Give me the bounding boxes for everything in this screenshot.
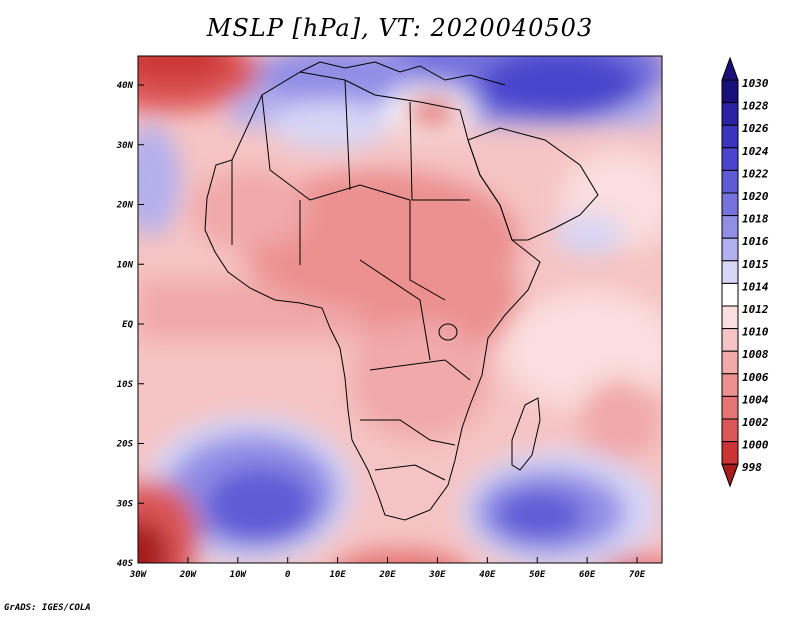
colorbar-arrow-bottom xyxy=(721,463,739,488)
colorbar-swatch xyxy=(721,395,739,420)
lat-tick-label: EQ xyxy=(122,320,133,330)
colorbar-label: 1015 xyxy=(742,258,769,271)
colorbar-swatch xyxy=(721,260,739,284)
colorbar-label: 998 xyxy=(742,461,762,474)
lon-tick-label: 20W xyxy=(179,570,198,580)
colorbar-label: 1008 xyxy=(742,348,769,361)
colorbar-label: 1020 xyxy=(742,190,769,203)
colorbar-swatch xyxy=(721,147,739,171)
lon-tick-label: 10W xyxy=(230,570,248,580)
colorbar-swatch xyxy=(721,305,739,330)
colorbar-swatch xyxy=(721,418,739,443)
lon-tick-label: 0 xyxy=(285,570,291,580)
colorbar-label: 1006 xyxy=(742,371,769,384)
lat-tick-label: 20N xyxy=(116,201,134,211)
colorbar-swatch xyxy=(721,124,739,149)
lon-tick-label: 50E xyxy=(529,570,546,580)
colorbar-label: 1026 xyxy=(742,122,769,135)
colorbar-swatch xyxy=(721,192,739,217)
coastlines xyxy=(204,61,599,521)
lon-tick-label: 60E xyxy=(579,570,596,580)
colorbar-swatch xyxy=(721,237,739,262)
colorbar-label: 1012 xyxy=(742,303,769,316)
lon-tick-label: 30W xyxy=(129,570,148,580)
colorbar-label: 1018 xyxy=(742,213,769,226)
pressure-field xyxy=(138,56,662,563)
lon-tick-label: 70E xyxy=(629,570,646,580)
colorbar-label: 1000 xyxy=(742,439,769,452)
colorbar-label: 1030 xyxy=(742,77,769,90)
colorbar-arrow-top xyxy=(721,56,739,81)
colorbar-label: 1002 xyxy=(742,416,769,429)
colorbar-label: 1016 xyxy=(742,235,769,248)
lon-tick-label: 30E xyxy=(428,570,446,580)
colorbar-swatch xyxy=(721,441,739,465)
lat-tick-label: 40S xyxy=(117,559,134,569)
colorbar-swatch xyxy=(721,328,739,352)
colorbar-label: 1004 xyxy=(742,393,769,406)
colorbar-swatch xyxy=(721,79,739,104)
colorbar-swatch xyxy=(721,169,739,194)
colorbar-swatch xyxy=(721,102,739,126)
colorbar-swatch xyxy=(721,350,739,375)
colorbar-label: 1022 xyxy=(742,167,769,180)
lon-axis: 30W 20W 10W 0 10E 20E 30E 40E 50E 60E 70E xyxy=(129,557,646,580)
lat-tick-label: 20S xyxy=(116,440,134,450)
credit-text: GrADS: IGES/COLA xyxy=(4,603,91,613)
chart-title: MSLP [hPa], VT: 2020040503 xyxy=(206,14,594,42)
lon-tick-label: 10E xyxy=(329,570,346,580)
lat-tick-label: 10S xyxy=(117,380,134,390)
lat-tick-label: 10N xyxy=(117,260,134,270)
colorbar-swatch xyxy=(721,373,739,397)
lat-tick-label: 30S xyxy=(116,499,134,509)
colorbar-label: 1024 xyxy=(742,145,769,158)
lat-tick-label: 40N xyxy=(117,81,134,91)
lon-tick-label: 20E xyxy=(378,570,396,580)
colorbar-label: 1010 xyxy=(742,326,769,339)
lat-tick-label: 30N xyxy=(116,141,134,151)
colorbar-label: 1014 xyxy=(742,280,769,293)
colorbar-label: 1028 xyxy=(742,100,769,113)
colorbar-swatch xyxy=(721,282,739,307)
colorbar-swatch xyxy=(721,215,739,239)
lat-axis: 40N 30N 20N 10N EQ 10S 20S 30S 40S xyxy=(116,81,144,569)
map-frame xyxy=(137,55,663,564)
lon-tick-label: 40E xyxy=(479,570,496,580)
colorbar: 1030 1028 1026 1024 1022 1020 1018 1016 1015 1014… xyxy=(721,56,769,488)
